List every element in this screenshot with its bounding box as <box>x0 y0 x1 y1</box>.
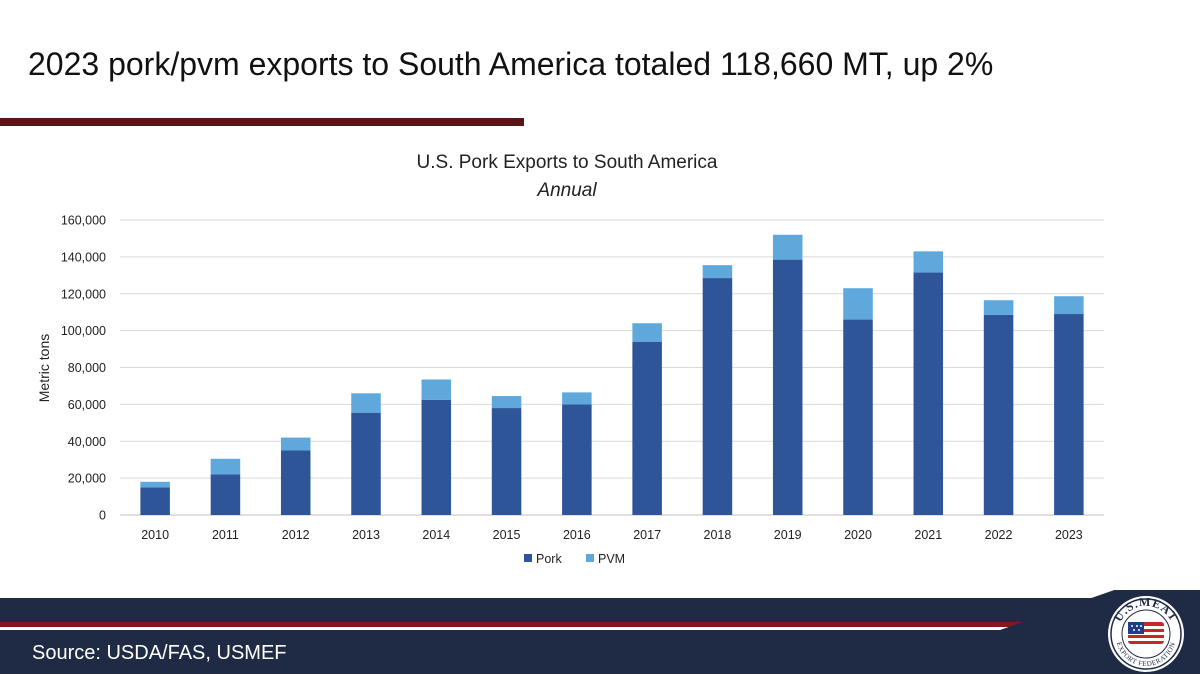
x-tick-label: 2015 <box>493 528 521 542</box>
bar-pvm-2017 <box>632 323 662 342</box>
footer: Source: USDA/FAS, USMEF U.S.MEAT EXPORT … <box>0 590 1200 674</box>
bar-pvm-2021 <box>913 251 944 273</box>
bar-pork-2020 <box>843 319 873 515</box>
x-tick-label: 2022 <box>985 528 1013 542</box>
legend-swatch-pork <box>524 554 532 562</box>
bar-pork-2015 <box>491 408 522 515</box>
slide-title: 2023 pork/pvm exports to South America t… <box>28 46 994 82</box>
y-tick-label: 60,000 <box>68 398 106 412</box>
x-tick-label: 2023 <box>1055 528 1083 542</box>
bar-pork-2021 <box>913 272 944 515</box>
y-tick-label: 100,000 <box>61 324 106 338</box>
chart-svg: U.S. Pork Exports to South America Annua… <box>36 152 1104 566</box>
x-tick-label: 2020 <box>844 528 872 542</box>
bar-pvm-2013 <box>351 393 381 413</box>
bar-pork-2010 <box>140 487 170 515</box>
x-tick-label: 2016 <box>563 528 591 542</box>
bar-pork-2019 <box>772 259 803 515</box>
bar-pork-2018 <box>702 278 733 515</box>
x-tick-label: 2019 <box>774 528 802 542</box>
bar-pork-2016 <box>562 404 592 515</box>
legend-label-pork: Pork <box>536 552 562 566</box>
source-note: Source: USDA/FAS, USMEF <box>32 642 287 664</box>
legend: Pork PVM <box>524 552 625 566</box>
bar-pvm-2015 <box>491 396 522 409</box>
y-tick-label: 80,000 <box>68 361 106 375</box>
bars <box>140 234 1084 515</box>
x-tick-label: 2021 <box>914 528 942 542</box>
usmef-seal-icon: U.S.MEAT EXPORT FEDERATION <box>1108 595 1184 672</box>
title-underline <box>0 118 524 126</box>
usmef-logo: U.S.MEAT EXPORT FEDERATION <box>1098 592 1194 672</box>
bar-pvm-2012 <box>280 437 311 451</box>
grid-lines <box>120 219 1104 516</box>
legend-swatch-pvm <box>586 554 594 562</box>
x-tick-label: 2010 <box>141 528 169 542</box>
y-tick-label: 140,000 <box>61 250 106 264</box>
x-tick-label: 2018 <box>704 528 732 542</box>
y-tick-label: 160,000 <box>61 214 106 228</box>
legend-label-pvm: PVM <box>598 552 625 566</box>
bar-pork-2013 <box>351 412 381 515</box>
bar-pvm-2010 <box>140 481 170 488</box>
bar-pvm-2020 <box>843 288 873 320</box>
bar-pvm-2023 <box>1054 296 1084 315</box>
bar-pork-2023 <box>1054 314 1084 515</box>
chart-subtitle: Annual <box>536 180 597 201</box>
bar-pvm-2019 <box>772 234 803 260</box>
bar-pork-2011 <box>210 474 241 515</box>
footer-graphic <box>0 590 1200 674</box>
bar-pvm-2022 <box>983 300 1014 315</box>
bar-pork-2014 <box>421 399 452 515</box>
y-tick-label: 120,000 <box>61 287 106 301</box>
bar-pvm-2018 <box>702 265 733 279</box>
bar-pvm-2016 <box>562 392 592 405</box>
x-tick-labels: 2010 2011 2012 2013 2014 2015 2016 2017 2018 2019… <box>141 528 1083 542</box>
y-axis-label: Metric tons <box>36 334 52 402</box>
chart: U.S. Pork Exports to South America Annua… <box>0 140 1200 580</box>
x-tick-label: 2014 <box>422 528 450 542</box>
y-tick-label: 40,000 <box>68 435 106 449</box>
bar-pork-2012 <box>280 450 311 515</box>
bar-pvm-2011 <box>210 458 241 475</box>
y-tick-label: 20,000 <box>68 472 106 486</box>
bar-pvm-2014 <box>421 379 452 400</box>
x-tick-label: 2013 <box>352 528 380 542</box>
bar-pork-2022 <box>983 314 1014 515</box>
x-tick-label: 2017 <box>633 528 661 542</box>
bar-pork-2017 <box>632 341 662 515</box>
y-tick-label: 0 <box>99 509 106 523</box>
x-tick-label: 2012 <box>282 528 310 542</box>
x-tick-label: 2011 <box>212 528 239 542</box>
y-tick-labels: 0 20,000 40,000 60,000 80,000 100,000 120,000 1… <box>61 214 106 523</box>
chart-title: U.S. Pork Exports to South America <box>417 152 718 173</box>
